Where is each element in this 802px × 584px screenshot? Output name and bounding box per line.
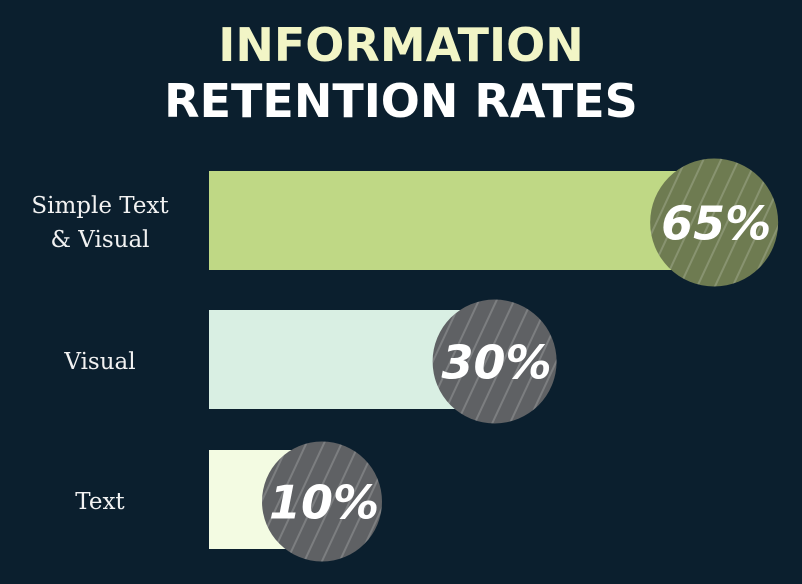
category-label: Simple Text & Visual <box>31 192 169 253</box>
data-label: 10% <box>269 476 379 530</box>
badge-stripes <box>262 441 382 562</box>
chart-title-line1: INFORMATION <box>218 18 584 72</box>
badge-stripes <box>650 158 779 287</box>
chart-title-line2: RETENTION RATES <box>164 74 638 128</box>
badge-stripes <box>432 299 557 424</box>
value-badge: 65% <box>650 158 779 287</box>
value-badge: 30% <box>432 299 557 424</box>
bar <box>209 171 715 270</box>
data-label: 30% <box>442 336 552 390</box>
category-label: Text <box>75 488 125 515</box>
data-label: 65% <box>661 197 771 251</box>
value-badge: 10% <box>262 441 382 562</box>
category-label: Visual <box>64 348 136 375</box>
